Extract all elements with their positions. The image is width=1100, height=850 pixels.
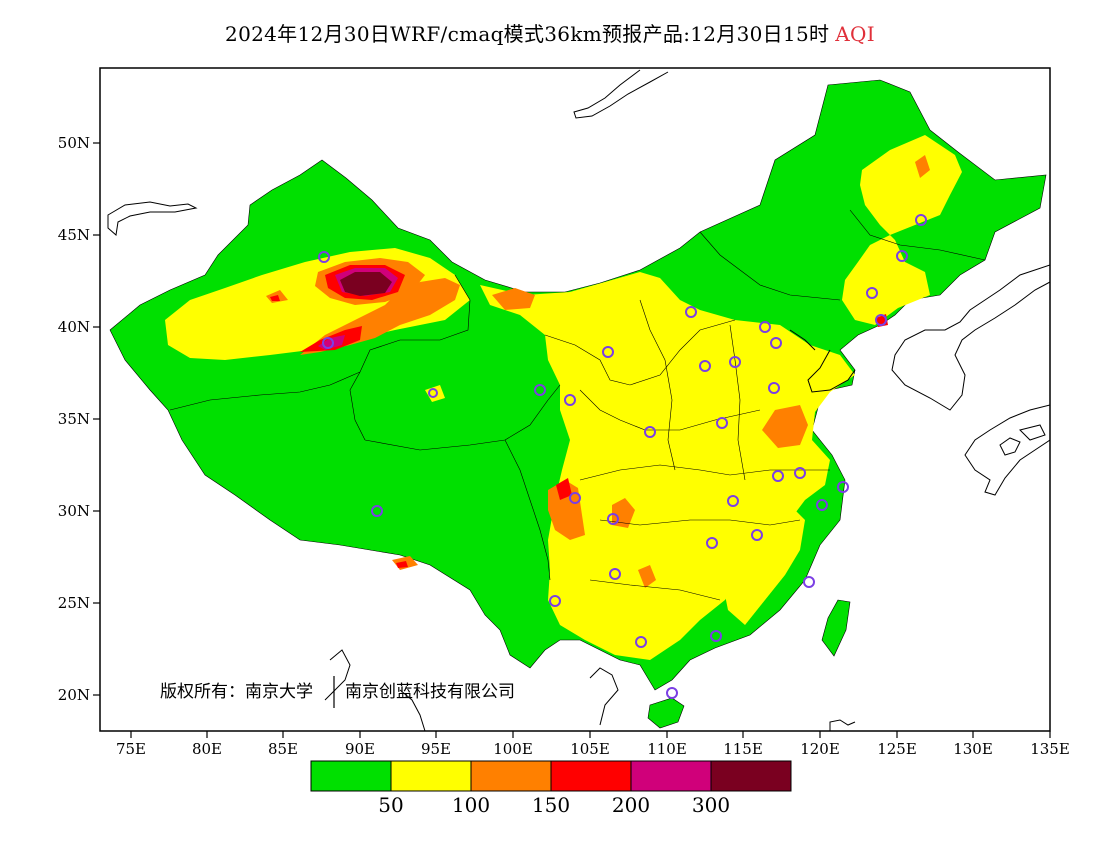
unhealthy-zone-tibet-south <box>396 561 408 568</box>
map-content <box>107 69 1050 731</box>
colorbar-label: 300 <box>692 793 730 817</box>
site-marker <box>772 470 784 482</box>
moderate-zone-northeast <box>842 135 962 325</box>
lat-tick-label: 45N <box>58 226 90 244</box>
site-marker <box>602 346 614 358</box>
lat-tick-label: 35N <box>58 410 90 428</box>
usg-zone-henan <box>762 405 808 448</box>
site-marker <box>751 529 763 541</box>
colorbar-label: 50 <box>378 793 403 817</box>
site-marker <box>759 321 771 333</box>
latitude-axis: 50N 45N 40N 35N 30N 25N 20N <box>58 134 100 704</box>
monitoring-sites <box>318 214 927 699</box>
site-marker <box>768 382 780 394</box>
site-marker <box>428 388 438 398</box>
site-marker <box>729 356 741 368</box>
site-marker <box>371 505 383 517</box>
site-marker <box>706 537 718 549</box>
lon-tick-label: 105E <box>570 740 610 758</box>
site-marker <box>569 492 581 504</box>
site-marker <box>710 630 722 642</box>
colorbar-swatch <box>471 761 551 791</box>
site-marker <box>534 384 546 396</box>
site-marker <box>322 337 334 349</box>
site-marker <box>837 481 849 493</box>
site-marker <box>803 576 815 588</box>
lon-tick-label: 75E <box>116 740 146 758</box>
lat-tick-label: 40N <box>58 318 90 336</box>
moderate-zone-south-coast <box>722 505 805 625</box>
hazardous-zone-turpan <box>340 272 392 296</box>
usg-zone-heilongjiang <box>915 155 930 178</box>
lon-tick-label: 110E <box>647 740 687 758</box>
lon-tick-label: 100E <box>493 740 533 758</box>
map-frame <box>99 67 1051 732</box>
site-marker <box>318 251 330 263</box>
lon-tick-label: 85E <box>268 740 298 758</box>
province-borders <box>169 209 986 601</box>
colorbar-swatch <box>711 761 791 791</box>
lat-tick-label: 25N <box>58 594 90 612</box>
taiwan-region <box>821 599 851 657</box>
site-marker <box>915 214 927 226</box>
site-marker <box>549 595 561 607</box>
lon-tick-label: 130E <box>953 740 993 758</box>
lon-tick-label: 115E <box>723 740 763 758</box>
site-marker <box>635 636 647 648</box>
colorbar-swatch <box>311 761 391 791</box>
hainan-region <box>647 697 685 729</box>
site-marker <box>875 314 887 326</box>
colorbar-swatch <box>631 761 711 791</box>
coastlines <box>107 69 1050 731</box>
lon-tick-label: 95E <box>421 740 451 758</box>
site-marker <box>564 394 576 406</box>
usg-zone-hexi <box>492 288 535 310</box>
lat-tick-label: 20N <box>58 686 90 704</box>
copyright-owner: 版权所有：南京大学 <box>160 682 313 702</box>
site-marker <box>816 499 828 511</box>
site-marker <box>685 306 697 318</box>
site-marker <box>770 337 782 349</box>
site-marker <box>607 513 619 525</box>
unhealthy-zone-xinjiang-west <box>270 295 280 301</box>
longitude-axis: 75E 80E 85E 90E 95E 100E 105E 110E 115E … <box>116 731 1070 758</box>
colorbar: 50 100 150 200 300 <box>310 760 792 817</box>
lat-tick-label: 50N <box>58 134 90 152</box>
lon-tick-label: 125E <box>877 740 917 758</box>
copyright-company: 南京创蓝科技有限公司 <box>345 682 515 702</box>
title-product: AQI <box>835 22 875 46</box>
colorbar-swatch <box>551 761 631 791</box>
lon-tick-label: 90E <box>345 740 375 758</box>
site-marker <box>896 250 908 262</box>
lat-tick-label: 30N <box>58 502 90 520</box>
unhealthy-zone-sichuan <box>556 478 572 500</box>
colorbar-label: 200 <box>612 793 650 817</box>
site-marker <box>666 687 678 699</box>
site-marker <box>716 417 728 429</box>
colorbar-label: 150 <box>532 793 570 817</box>
lon-tick-label: 135E <box>1030 740 1070 758</box>
site-marker <box>609 568 621 580</box>
usg-zone-sichuan <box>548 480 585 540</box>
site-marker <box>866 287 878 299</box>
usg-zone-guangxi <box>638 565 656 588</box>
lon-tick-label: 120E <box>800 740 840 758</box>
site-marker <box>699 360 711 372</box>
title-main: 2024年12月30日WRF/cmaq模式36km预报产品:12月30日15时 <box>225 22 830 46</box>
colorbar-swatch <box>391 761 471 791</box>
site-marker <box>644 426 656 438</box>
map-title: 2024年12月30日WRF/cmaq模式36km预报产品:12月30日15时 A… <box>0 18 1100 47</box>
site-marker <box>794 467 806 479</box>
colorbar-label: 100 <box>452 793 490 817</box>
site-marker <box>727 495 739 507</box>
lon-tick-label: 80E <box>192 740 222 758</box>
